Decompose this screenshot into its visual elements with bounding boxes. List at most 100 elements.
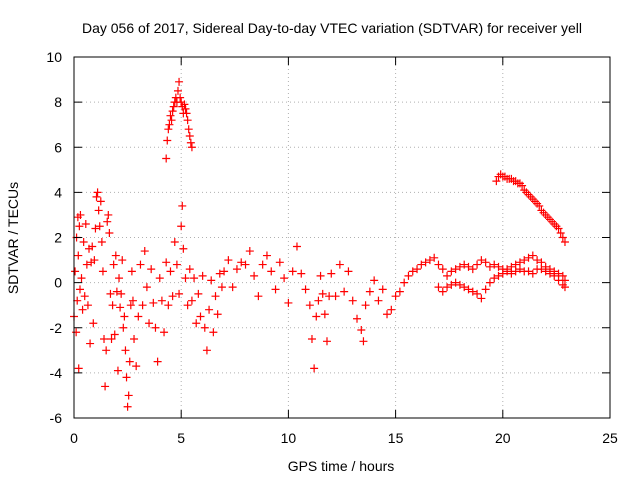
data-point-0-19 <box>86 339 95 348</box>
data-point-0-150 <box>395 287 404 296</box>
data-point-0-73 <box>157 296 166 305</box>
data-point-0-191 <box>438 287 447 296</box>
data-point-0-160 <box>438 265 447 274</box>
data-point-0-121 <box>297 269 306 278</box>
data-point-0-164 <box>455 262 464 271</box>
data-point-0-122 <box>301 285 310 294</box>
data-point-0-16 <box>82 260 91 269</box>
data-point-0-4 <box>73 296 82 305</box>
data-point-0-124 <box>307 335 316 344</box>
data-point-0-80 <box>172 260 181 269</box>
data-point-0-109 <box>245 247 254 256</box>
data-point-0-67 <box>145 319 154 328</box>
data-point-0-38 <box>106 289 115 298</box>
data-point-0-101 <box>215 269 224 278</box>
data-point-0-140 <box>357 326 366 335</box>
data-point-0-202 <box>485 278 494 287</box>
data-point-0-161 <box>443 271 452 280</box>
data-point-0-114 <box>267 267 276 276</box>
data-point-0-139 <box>353 314 362 323</box>
data-point-0-272 <box>181 104 190 113</box>
data-point-0-217 <box>550 271 559 280</box>
data-point-0-278 <box>187 143 196 152</box>
data-point-0-276 <box>185 131 194 140</box>
data-point-0-83 <box>178 201 187 210</box>
data-point-0-117 <box>280 274 289 283</box>
data-point-0-26 <box>93 188 102 197</box>
y-tick-label-0: -6 <box>50 410 63 426</box>
data-point-0-158 <box>430 253 439 262</box>
data-point-0-172 <box>490 260 499 269</box>
data-point-0-66 <box>142 283 151 292</box>
data-point-0-138 <box>348 296 357 305</box>
data-point-0-111 <box>254 292 263 301</box>
x-tick-label-1: 5 <box>177 430 185 446</box>
data-point-0-250 <box>554 224 563 233</box>
data-point-0-30 <box>97 238 106 247</box>
data-point-0-34 <box>102 346 111 355</box>
data-point-0-65 <box>140 247 149 256</box>
data-point-0-180 <box>524 267 533 276</box>
data-point-0-183 <box>537 265 546 274</box>
data-point-0-207 <box>507 262 516 271</box>
x-tick-label-4: 20 <box>495 430 511 446</box>
data-point-0-74 <box>160 328 169 337</box>
data-point-0-86 <box>183 301 192 310</box>
data-point-0-147 <box>383 310 392 319</box>
data-point-0-209 <box>515 258 524 267</box>
data-point-0-100 <box>213 310 222 319</box>
data-point-0-213 <box>533 256 542 265</box>
data-point-0-103 <box>220 267 229 276</box>
data-point-0-90 <box>192 319 201 328</box>
data-point-0-173 <box>494 262 503 271</box>
data-point-0-199 <box>473 289 482 298</box>
data-point-0-85 <box>181 274 190 283</box>
data-point-0-51 <box>120 312 129 321</box>
data-point-0-81 <box>175 289 184 298</box>
data-point-0-265 <box>173 86 182 95</box>
data-point-0-54 <box>123 402 132 411</box>
data-point-0-89 <box>190 274 199 283</box>
data-point-0-252 <box>558 233 567 242</box>
data-point-0-22 <box>89 319 98 328</box>
data-point-0-41 <box>109 260 118 269</box>
data-point-0-113 <box>262 251 271 260</box>
data-point-0-40 <box>108 301 117 310</box>
data-point-0-108 <box>241 260 250 269</box>
data-point-0-102 <box>217 283 226 292</box>
y-tick-label-6: 6 <box>54 139 62 155</box>
data-point-0-97 <box>207 276 216 285</box>
data-point-0-62 <box>134 312 143 321</box>
data-point-0-21 <box>88 242 97 251</box>
y-axis-label: SDTVAR / TECUs <box>5 182 21 294</box>
data-point-0-70 <box>151 323 160 332</box>
data-point-0-275 <box>184 125 193 134</box>
data-point-0-12 <box>78 305 87 314</box>
data-point-0-118 <box>284 298 293 307</box>
data-point-0-257 <box>165 120 174 129</box>
data-point-0-98 <box>209 328 218 337</box>
data-point-0-163 <box>451 265 460 274</box>
data-point-0-57 <box>126 301 135 310</box>
data-point-0-253 <box>560 238 569 247</box>
x-tick-label-2: 10 <box>281 430 297 446</box>
data-point-0-168 <box>473 260 482 269</box>
data-point-0-48 <box>117 289 126 298</box>
data-point-0-68 <box>147 265 156 274</box>
data-point-0-220 <box>560 283 569 292</box>
data-point-0-61 <box>132 362 141 371</box>
data-point-0-153 <box>408 267 417 276</box>
data-point-0-135 <box>335 260 344 269</box>
data-point-0-29 <box>96 197 105 206</box>
data-point-0-69 <box>149 298 158 307</box>
data-point-0-7 <box>74 364 83 373</box>
data-point-0-116 <box>275 258 284 267</box>
data-point-0-206 <box>503 265 512 274</box>
data-point-0-170 <box>481 258 490 267</box>
data-point-0-37 <box>105 228 114 237</box>
data-point-0-99 <box>211 292 220 301</box>
grid-lines <box>74 57 610 418</box>
data-point-0-104 <box>224 256 233 265</box>
data-point-0-126 <box>312 312 321 321</box>
data-point-0-148 <box>387 305 396 314</box>
